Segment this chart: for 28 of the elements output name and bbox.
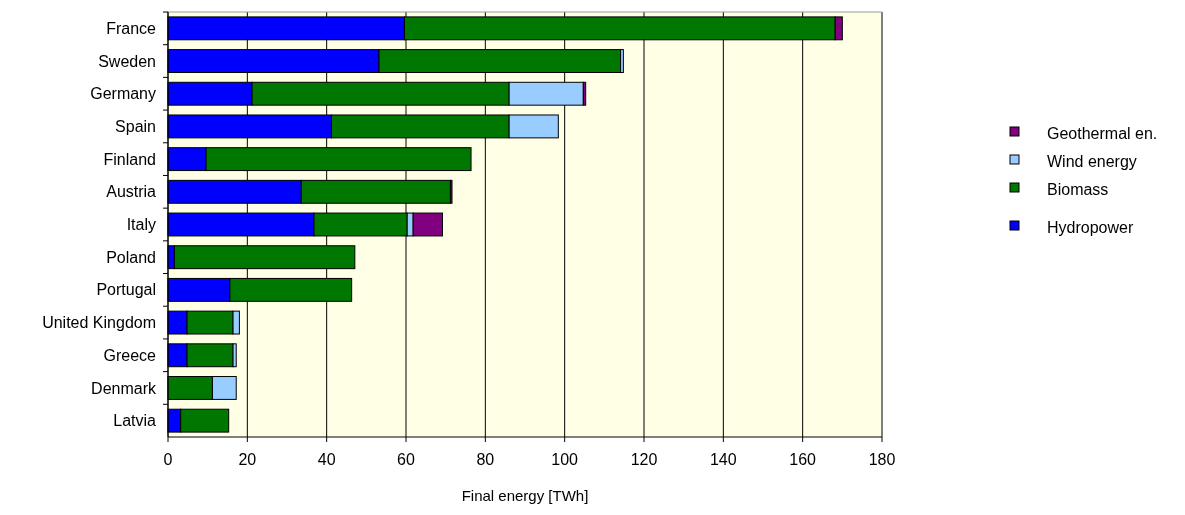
y-tick-label: Portugal: [96, 281, 156, 299]
legend-label: Wind energy: [1047, 152, 1137, 170]
legend-label: Biomass: [1047, 180, 1109, 198]
x-tick-label: 40: [317, 451, 336, 468]
legend-label: Geothermal en.: [1047, 124, 1158, 142]
y-tick-label: Finland: [103, 150, 156, 168]
x-tick-label: 120: [630, 451, 658, 468]
y-tick-label: United Kingdom: [42, 314, 156, 332]
x-tick-label: 60: [397, 451, 415, 468]
y-tick-label: Germany: [90, 85, 156, 103]
y-tick-label: Austria: [106, 183, 157, 201]
x-tick-label: 80: [476, 451, 495, 468]
x-tick-label: 160: [789, 451, 817, 468]
y-tick-label: Greece: [103, 346, 157, 364]
x-axis-title: Final energy [TWh]: [461, 487, 589, 504]
x-tick-label: 100: [551, 451, 579, 468]
y-tick-label: Sweden: [98, 52, 156, 70]
y-tick-label: Latvia: [113, 412, 157, 430]
y-tick-label: Poland: [106, 248, 156, 266]
x-tick-label: 0: [163, 451, 173, 468]
legend-label: Hydropower: [1047, 218, 1134, 236]
y-tick-label: Spain: [115, 118, 156, 136]
y-tick-label: France: [106, 19, 157, 37]
y-tick-label: Italy: [126, 216, 156, 234]
y-tick-label: Denmark: [91, 379, 157, 397]
x-tick-label: 180: [868, 451, 896, 468]
x-tick-label: 20: [238, 451, 257, 468]
x-tick-label: 140: [709, 451, 737, 468]
